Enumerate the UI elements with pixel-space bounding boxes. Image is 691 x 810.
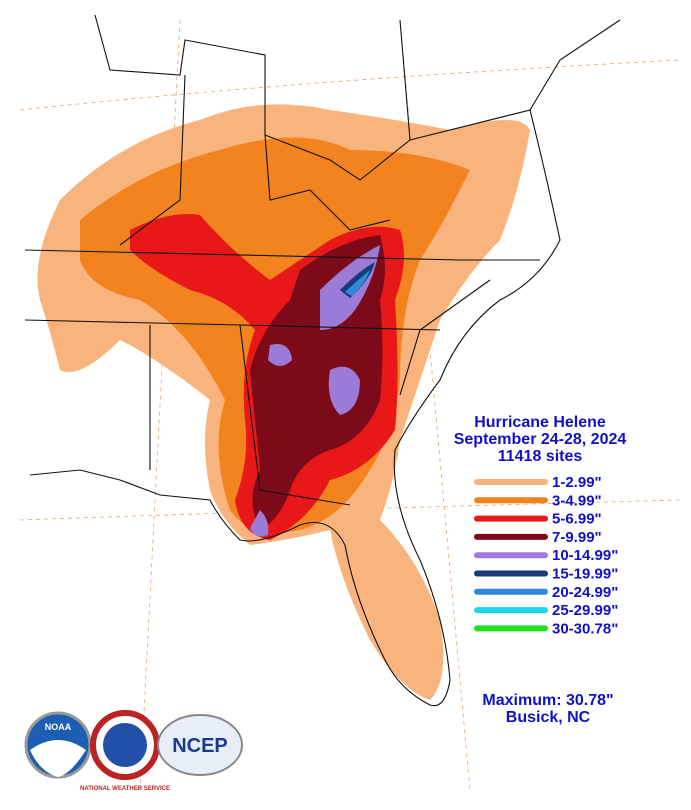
nws-inner bbox=[103, 723, 147, 767]
title-line: 11418 sites bbox=[498, 448, 583, 465]
ncep-text: NCEP bbox=[172, 735, 228, 757]
legend-label: 20-24.99" bbox=[552, 584, 618, 601]
legend-label: 15-19.99" bbox=[552, 566, 618, 583]
noaa-text: NOAA bbox=[45, 722, 72, 732]
legend-label: 30-30.78" bbox=[552, 620, 618, 637]
legend-label: 5-6.99" bbox=[552, 511, 602, 528]
location: Busick, NC bbox=[506, 709, 591, 726]
rainfall-shading bbox=[37, 104, 530, 700]
legend-label: 25-29.99" bbox=[552, 602, 618, 619]
logos: NOAA NATIONAL WEATHER SERVICE NCEP bbox=[24, 710, 243, 792]
nws-text: NATIONAL WEATHER SERVICE bbox=[80, 786, 170, 792]
maximum: Maximum: 30.78" bbox=[482, 692, 613, 709]
legend-label: 1-2.99" bbox=[552, 474, 602, 491]
title-line: September 24-28, 2024 bbox=[454, 431, 627, 448]
legend: 1-2.99"3-4.99" 5-6.99"7-9.99"10-14.99" 15-… bbox=[474, 474, 618, 637]
legend-label: 3-4.99" bbox=[552, 492, 602, 509]
title-line: Hurricane Helene bbox=[474, 414, 606, 431]
legend-label: 7-9.99" bbox=[552, 529, 602, 546]
state-borders bbox=[24, 14, 621, 707]
noaa-wave bbox=[30, 740, 86, 777]
title-block: Hurricane Helene September 24-28, 2024 1… bbox=[454, 414, 627, 465]
ncep-logo bbox=[157, 714, 243, 776]
legend-label: 10-14.99" bbox=[552, 547, 618, 564]
